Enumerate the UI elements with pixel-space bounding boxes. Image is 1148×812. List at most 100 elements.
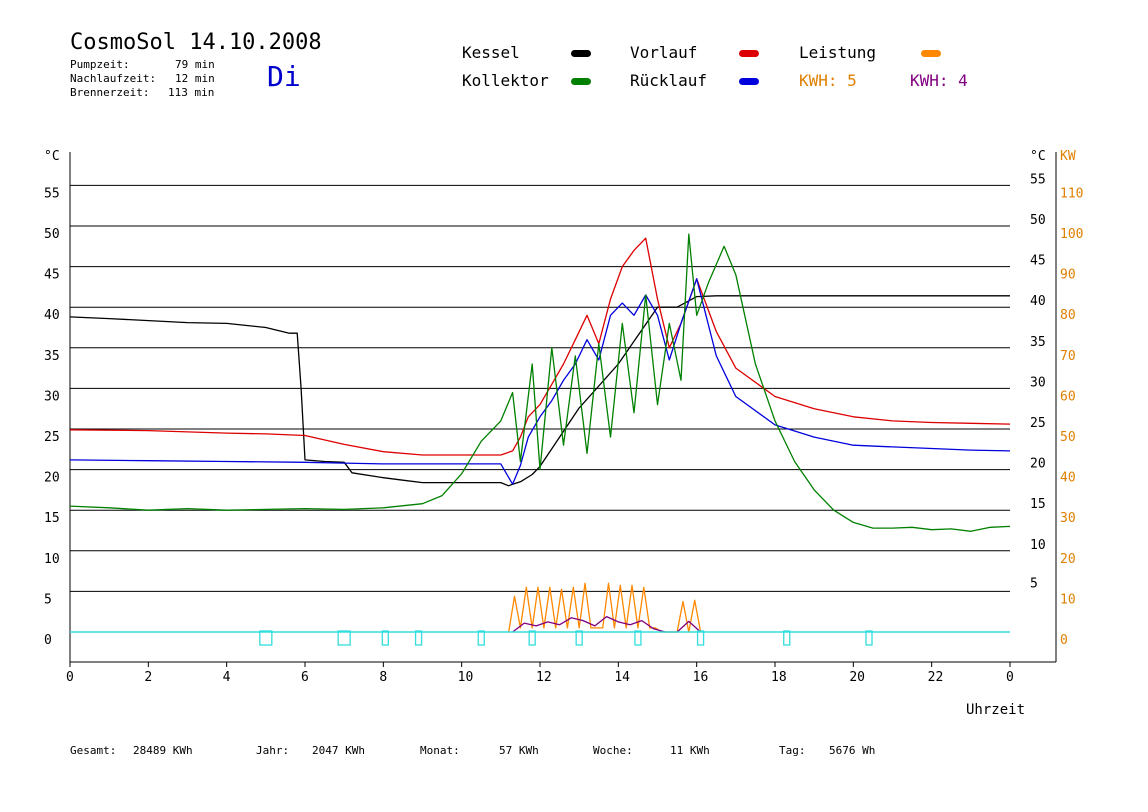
info-label-nachlaufzeit: Nachlaufzeit:	[70, 72, 157, 85]
footer-gesamt-value: 28489 KWh	[133, 744, 193, 757]
y-tick-left: 50	[44, 227, 60, 242]
y-tick-left: 45	[44, 268, 60, 283]
pump-marker	[528, 630, 536, 646]
y-tick-left: 20	[44, 471, 60, 486]
pump-marker	[575, 630, 583, 646]
y-tick-left: 30	[44, 389, 60, 404]
y-tick-right: 55	[1030, 172, 1046, 187]
y-tick-right: 25	[1030, 416, 1046, 431]
x-tick-label: 2	[144, 670, 152, 685]
y-tick-kw: 60	[1060, 389, 1076, 404]
legend-ruecklauf-label: Rücklauf	[630, 71, 708, 90]
y-tick-left: 0	[44, 633, 52, 648]
legend-leistung-label: Leistung	[799, 43, 877, 62]
footer-woche-value: 11 KWh	[670, 744, 710, 757]
info-label-pumpzeit: Pumpzeit:	[70, 58, 130, 71]
info-value-nachlaufzeit: 12 min	[175, 72, 215, 85]
legend-leistung-swatch	[921, 50, 941, 57]
y-tick-left: 40	[44, 308, 60, 323]
y-axis-unit-kw: KW	[1060, 149, 1076, 164]
y-tick-right: 10	[1030, 538, 1046, 553]
pump-marker	[634, 630, 642, 646]
y-axis-unit-right: °C	[1030, 149, 1046, 164]
footer-monat-label: Monat:	[420, 744, 460, 757]
x-tick-label: 0	[66, 670, 74, 685]
series-line-kessel	[69, 295, 1010, 487]
y-tick-kw: 40	[1060, 471, 1076, 486]
y-tick-left: 5	[44, 592, 52, 607]
series-line-kwhprofil	[512, 615, 702, 633]
y-tick-right: 40	[1030, 294, 1046, 309]
y-tick-left: 25	[44, 430, 60, 445]
footer-jahr-value: 2047 KWh	[312, 744, 365, 757]
weekday-label: Di	[267, 60, 301, 93]
y-tick-left: 35	[44, 349, 60, 364]
x-axis-label: Uhrzeit	[966, 702, 1025, 718]
info-value-brennerzeit: 113 min	[168, 86, 215, 99]
series-line-vorlauf	[69, 237, 1011, 456]
y-tick-kw: 30	[1060, 511, 1076, 526]
y-tick-kw: 80	[1060, 308, 1076, 323]
pump-marker	[414, 630, 423, 646]
y-tick-right: 50	[1030, 213, 1046, 228]
y-tick-right: 5	[1030, 576, 1038, 591]
y-tick-kw: 90	[1060, 268, 1076, 283]
x-tick-label: 10	[458, 670, 474, 685]
page-title: CosmoSol 14.10.2008	[70, 30, 322, 55]
pump-marker	[477, 630, 485, 646]
legend-vorlauf-swatch	[739, 50, 759, 57]
x-tick-label: 8	[379, 670, 387, 685]
footer-tag-label: Tag:	[779, 744, 806, 757]
y-tick-left: 15	[44, 511, 60, 526]
x-tick-label: 20	[849, 670, 865, 685]
info-value-pumpzeit: 79 min	[175, 58, 215, 71]
y-tick-right: 30	[1030, 375, 1046, 390]
legend-kollektor-swatch	[571, 78, 591, 85]
x-tick-label: 0	[1006, 670, 1014, 685]
legend-kessel-label: Kessel	[462, 43, 520, 62]
pump-marker	[783, 630, 791, 646]
x-tick-label: 14	[614, 670, 630, 685]
pump-marker	[865, 630, 873, 646]
footer-monat-value: 57 KWh	[499, 744, 539, 757]
y-tick-left: 10	[44, 552, 60, 567]
footer-jahr-label: Jahr:	[256, 744, 290, 757]
y-tick-right: 20	[1030, 457, 1046, 472]
y-tick-kw: 10	[1060, 592, 1076, 607]
legend-ruecklauf-swatch	[739, 78, 759, 85]
x-tick-label: 16	[693, 670, 709, 685]
y-axis-unit-left: °C	[44, 149, 60, 164]
legend-kollektor-label: Kollektor	[462, 71, 549, 90]
x-tick-label: 4	[223, 670, 231, 685]
x-tick-label: 22	[928, 670, 944, 685]
pump-marker	[696, 630, 705, 646]
y-tick-right: 35	[1030, 335, 1046, 350]
y-tick-kw: 20	[1060, 552, 1076, 567]
legend-kwh-burner: KWH: 4	[910, 71, 968, 90]
footer-woche-label: Woche:	[593, 744, 633, 757]
series-line-kollektor	[69, 233, 1011, 532]
legend-vorlauf-label: Vorlauf	[630, 43, 698, 62]
x-tick-label: 18	[771, 670, 787, 685]
y-tick-kw: 0	[1060, 633, 1068, 648]
y-tick-kw: 110	[1060, 186, 1083, 201]
series-line-rcklauf	[69, 278, 1011, 485]
y-tick-kw: 50	[1060, 430, 1076, 445]
info-label-brennerzeit: Brennerzeit:	[70, 86, 150, 99]
x-tick-label: 12	[536, 670, 552, 685]
legend-kwh-solar: KWH: 5	[799, 71, 857, 90]
pump-marker	[381, 630, 389, 646]
y-tick-right: 15	[1030, 497, 1046, 512]
series-line-leistung	[508, 582, 702, 633]
y-tick-kw: 70	[1060, 349, 1076, 364]
x-tick-label: 6	[301, 670, 309, 685]
y-tick-left: 55	[44, 186, 60, 201]
footer-gesamt-label: Gesamt:	[70, 744, 117, 757]
y-tick-kw: 100	[1060, 227, 1083, 242]
legend-kessel-swatch	[571, 50, 591, 57]
y-tick-right: 45	[1030, 254, 1046, 269]
pump-marker	[337, 630, 351, 646]
footer-tag-value: 5676 Wh	[829, 744, 876, 757]
pump-marker	[259, 630, 273, 646]
